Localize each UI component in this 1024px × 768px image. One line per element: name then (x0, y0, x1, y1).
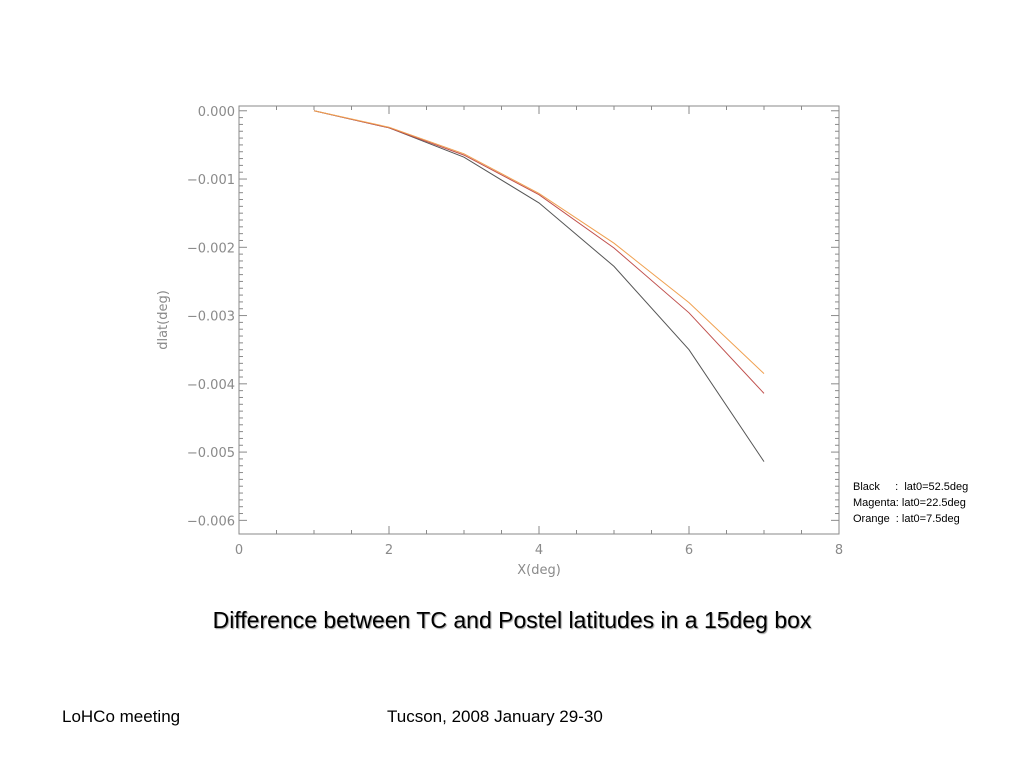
legend-entry-magenta: Magenta: lat0=22.5deg (853, 497, 966, 509)
y-tick-label: −0.004 (187, 378, 235, 393)
y-axis-title: dlat(deg) (156, 290, 171, 350)
x-tick-label: 4 (535, 543, 543, 558)
x-tick-label: 0 (235, 543, 243, 558)
y-tick-label: −0.006 (187, 514, 235, 529)
legend: Black : lat0=52.5deg Magenta: lat0=22.5d… (853, 479, 968, 527)
series-line-1 (313, 110, 765, 462)
x-tick-label: 8 (835, 543, 843, 558)
y-tick-label: 0.000 (198, 105, 235, 120)
footer-location-date: Tucson, 2008 January 29-30 (387, 707, 603, 726)
y-tick-label: −0.003 (187, 310, 235, 325)
plot-frame (238, 105, 840, 535)
footer-meeting: LoHCo meeting (62, 707, 181, 726)
legend-entry-orange: Orange : lat0=7.5deg (853, 513, 960, 525)
x-axis-title: X(deg) (517, 563, 561, 578)
y-tick-label: −0.005 (187, 446, 235, 461)
line-chart: 0 2 4 6 8 0.000 −0.001 −0.002 −0.003 −0.004 −0.005… (156, 105, 843, 578)
y-tick-label: −0.002 (187, 241, 235, 256)
y-tick-label: −0.001 (187, 173, 235, 188)
x-tick-label: 6 (685, 543, 693, 558)
series-line-2 (313, 110, 765, 394)
legend-entry-black: Black : lat0=52.5deg (853, 481, 969, 493)
x-tick-label: 2 (385, 543, 393, 558)
slide-caption: Difference between TC and Postel latitud… (212, 607, 812, 633)
series-line-3 (313, 110, 765, 374)
